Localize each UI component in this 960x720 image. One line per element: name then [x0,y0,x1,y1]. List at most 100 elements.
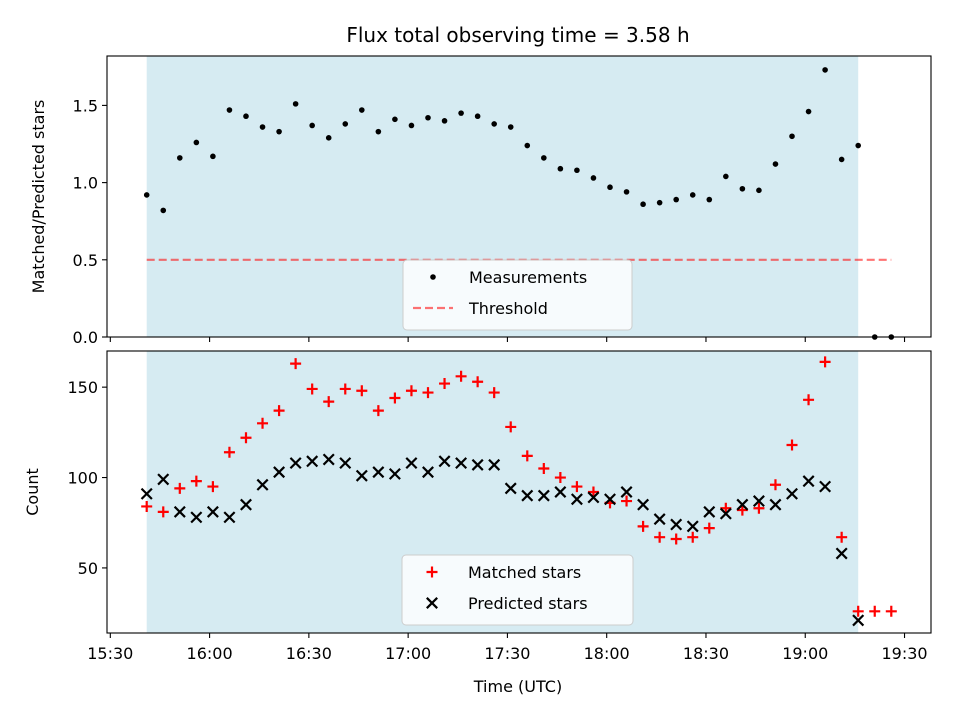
data-point [537,489,550,502]
data-point [392,116,398,123]
y-axis-label: Matched/Predicted stars [29,100,48,294]
data-point [223,511,236,524]
data-point [590,175,597,181]
data-point [141,500,153,512]
data-point [173,505,186,518]
data-point [637,498,650,511]
data-point [471,458,484,471]
data-point [372,405,384,417]
data-point [736,504,748,516]
data-point [273,466,286,479]
data-point [289,457,302,470]
data-point [706,196,713,203]
data-point [140,487,153,500]
data-point [474,113,481,120]
data-point [557,165,564,172]
data-point [157,473,170,486]
data-point [273,405,285,417]
x-tick-label: 15:30 [87,644,133,663]
data-point [458,110,464,116]
data-point [472,376,484,388]
data-point [604,493,616,506]
y-tick-label: 0.5 [73,251,98,270]
legend-label: Predicted stars [468,594,588,613]
data-point [769,479,781,491]
data-point [640,201,646,208]
data-point [670,533,682,545]
data-point [653,513,666,526]
data-point [375,128,382,135]
data-point [587,491,600,504]
data-point [802,475,815,488]
data-point [637,520,649,532]
data-point [488,458,501,471]
data-point [571,481,583,493]
legend-label: Measurements [469,268,587,287]
x-tick-label: 18:00 [584,644,630,663]
data-point [339,383,351,395]
data-point [756,187,762,194]
y-tick-label: 50 [78,559,98,578]
data-point [670,518,683,531]
data-point [524,142,531,149]
y-tick-label: 1.5 [73,96,98,115]
y-tick-label: 100 [67,469,98,488]
data-point [607,184,613,191]
data-point [753,502,765,514]
data-point [425,114,431,121]
legend-box [402,259,633,331]
data-point [703,522,715,534]
data-point [786,439,798,451]
data-point [621,495,633,507]
data-point [190,511,203,524]
axes-frame [106,55,932,338]
data-point [306,455,319,468]
legend-box [401,554,634,626]
data-point [257,417,269,429]
data-point [687,531,699,543]
data-point [243,113,249,120]
data-point [803,394,815,406]
data-point [852,605,864,617]
data-point [654,531,666,543]
data-point [822,67,828,73]
data-point [769,498,782,511]
data-point [210,153,216,160]
panel-top: 0.0 0.5 1.0 1.5 Matched/Predicted stars Measu… [29,55,932,347]
data-point [455,457,468,470]
data-point [339,457,352,470]
data-point [772,161,779,167]
data-point [786,487,798,500]
data-point [720,502,732,514]
data-point [488,387,500,399]
data-point [190,475,202,487]
data-point [223,446,235,458]
y-tick-label: 1.0 [73,174,98,193]
legend-marker [430,274,436,280]
data-point [342,121,349,127]
data-point [538,463,550,474]
data-point [574,167,580,174]
x-tick-label: 16:30 [286,644,332,663]
data-point [408,122,415,129]
data-point [143,192,150,198]
data-point [405,457,418,470]
data-point [852,614,865,627]
data-point [325,135,332,141]
data-point [422,466,434,479]
data-point [570,493,583,506]
data-point [439,378,451,390]
data-point [422,387,434,399]
y-tick-label: 0.0 [73,328,98,347]
data-point [507,124,514,130]
data-point [455,370,467,382]
panel-bottom: 50 100 150 15:30 16:00 16:30 17:00 17:30 18:00 18… [23,350,932,663]
data-point [174,482,186,494]
data-point [689,192,696,198]
data-point [505,421,517,433]
data-point [359,107,365,113]
data-point [438,455,451,468]
data-point [207,481,219,493]
data-point [290,358,302,370]
data-point [835,547,848,560]
